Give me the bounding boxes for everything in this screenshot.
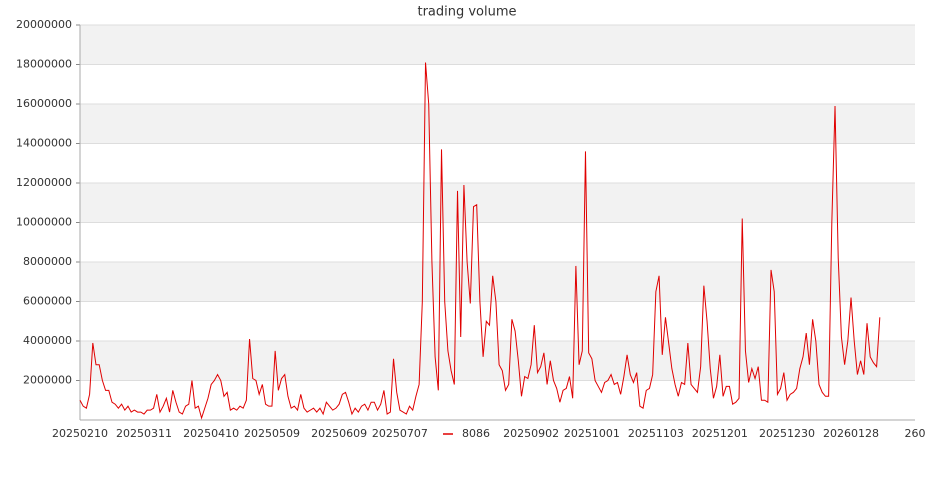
y-tick-label: 12000000 (16, 176, 72, 189)
y-tick-label: 2000000 (23, 374, 72, 387)
x-tick-label: 20251201 (692, 427, 748, 440)
x-tick-label: 20250609 (311, 427, 367, 440)
grid-band (80, 104, 915, 144)
data-line (79, 62, 881, 420)
x-tick-label: 20250410 (183, 427, 239, 440)
y-tick-label: 14000000 (16, 137, 72, 150)
y-tick-label: 8000000 (23, 255, 72, 268)
x-tick-label: 20260128 (823, 427, 879, 440)
legend-background (439, 427, 499, 441)
x-tick-label: 20251001 (564, 427, 620, 440)
x-tick-label: 20250210 (52, 427, 108, 440)
y-tick-label: 20000000 (16, 18, 72, 31)
x-tick-label: 20250707 (372, 427, 428, 440)
y-tick-label: 16000000 (16, 97, 72, 110)
x-tick-label: 20250311 (116, 427, 172, 440)
grid-band (80, 25, 915, 65)
x-tick-label: 260 (905, 427, 926, 440)
chart-title: trading volume (417, 5, 516, 20)
y-tick-label: 10000000 (16, 216, 72, 229)
x-tick-label: 20251103 (628, 427, 684, 440)
grid-band (80, 262, 915, 302)
x-tick-label: 20250509 (244, 427, 300, 440)
x-tick-label: 20250902 (503, 427, 559, 440)
grid-band (80, 183, 915, 223)
y-tick-label: 6000000 (23, 295, 72, 308)
grid-band (80, 341, 915, 381)
legend-label: 8086 (462, 427, 490, 440)
y-tick-label: 4000000 (23, 334, 72, 347)
y-tick-label: 18000000 (16, 58, 72, 71)
x-tick-label: 20251230 (759, 427, 815, 440)
